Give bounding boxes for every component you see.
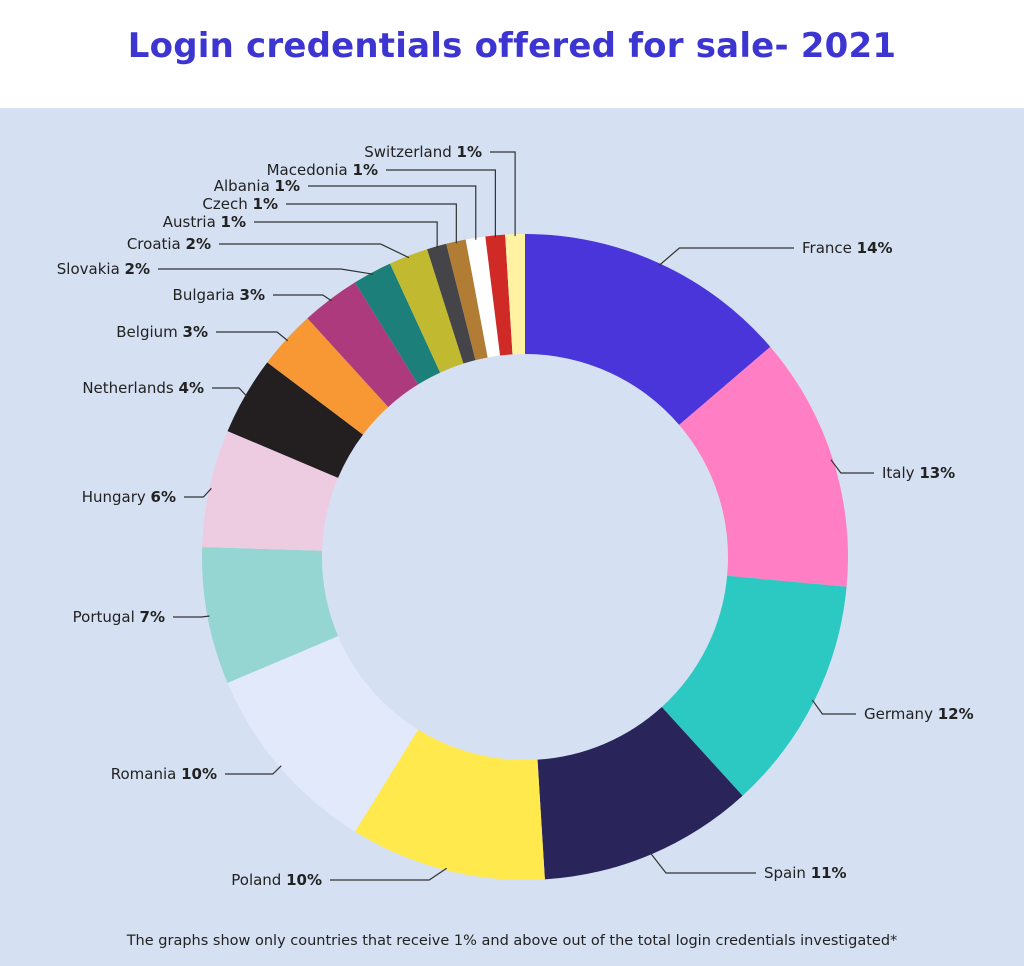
leader-line-slovakia — [158, 268, 374, 275]
slice-label-poland: Poland 10% — [231, 871, 322, 889]
footnote: The graphs show only countries that rece… — [126, 933, 898, 949]
slice-czech — [446, 239, 488, 361]
slice-label-macedonia: Macedonia 1% — [267, 161, 378, 179]
slice-label-romania: Romania 10% — [111, 765, 217, 783]
slice-label-croatia: Croatia 2% — [127, 235, 211, 253]
slice-label-value: 13% — [919, 464, 955, 482]
slice-romania — [227, 636, 419, 832]
leader-line-germany — [811, 699, 856, 715]
leader-line-austria — [254, 221, 438, 249]
slice-label-netherlands: Netherlands 4% — [82, 379, 204, 397]
leader-line-spain — [649, 852, 756, 874]
leader-line-croatia — [219, 243, 410, 259]
slice-label-name: Poland — [231, 871, 286, 889]
slice-label-slovakia: Slovakia 2% — [57, 260, 150, 278]
slice-spain — [537, 707, 743, 880]
slice-label-value: 1% — [275, 177, 300, 195]
slice-slovakia — [354, 263, 441, 385]
slices-group — [202, 234, 848, 880]
leader-line-switzerland — [490, 151, 516, 237]
leader-line-romania — [225, 765, 282, 775]
slice-label-name: Netherlands — [82, 379, 178, 397]
slice-label-name: Macedonia — [267, 161, 353, 179]
slice-label-value: 3% — [240, 286, 265, 304]
slice-label-value: 10% — [286, 871, 322, 889]
slice-label-name: Croatia — [127, 235, 186, 253]
slice-label-name: Slovakia — [57, 260, 125, 278]
slice-poland — [354, 729, 545, 880]
slice-label-switzerland: Switzerland 1% — [364, 143, 482, 161]
slice-label-italy: Italy 13% — [882, 464, 955, 482]
slice-label-spain: Spain 11% — [764, 864, 847, 882]
slice-label-value: 1% — [353, 161, 378, 179]
slice-label-value: 6% — [151, 488, 176, 506]
slice-albania — [465, 236, 501, 358]
leader-line-france — [658, 247, 794, 266]
labels-group: France 14% Italy 13% Germany 12% Spain 11% P… — [57, 143, 974, 889]
slice-label-name: Romania — [111, 765, 181, 783]
slice-label-portugal: Portugal 7% — [73, 608, 165, 626]
slice-label-name: Portugal — [73, 608, 140, 626]
slice-label-name: Italy — [882, 464, 919, 482]
slice-france — [525, 234, 771, 425]
leader-line-hungary — [184, 487, 212, 498]
slice-label-france: France 14% — [802, 239, 893, 257]
leader-line-macedonia — [386, 169, 496, 238]
slice-bulgaria — [307, 282, 419, 407]
slice-label-value: 2% — [125, 260, 150, 278]
slice-label-albania: Albania 1% — [214, 177, 300, 195]
slice-macedonia — [485, 234, 513, 356]
slice-label-value: 1% — [221, 213, 246, 231]
header: Login credentials offered for sale- 2021 — [0, 0, 1024, 108]
leader-line-poland — [330, 867, 448, 881]
slice-label-hungary: Hungary 6% — [82, 488, 176, 506]
leader-line-belgium — [216, 331, 289, 342]
slice-label-value: 3% — [183, 323, 208, 341]
slice-label-belgium: Belgium 3% — [116, 323, 208, 341]
slice-switzerland — [505, 234, 525, 355]
slice-italy — [679, 346, 848, 587]
leader-line-italy — [830, 459, 874, 474]
slice-netherlands — [227, 362, 364, 478]
slice-label-germany: Germany 12% — [864, 705, 974, 723]
slice-label-name: Hungary — [82, 488, 151, 506]
slice-label-name: Belgium — [116, 323, 182, 341]
slice-label-name: Spain — [764, 864, 811, 882]
slice-hungary — [202, 431, 339, 551]
slice-label-name: Bulgaria — [173, 286, 240, 304]
slice-label-name: Czech — [202, 195, 252, 213]
slice-label-value: 14% — [857, 239, 893, 257]
leader-line-netherlands — [212, 387, 248, 397]
slice-label-name: Austria — [163, 213, 221, 231]
leader-line-albania — [308, 185, 477, 240]
slice-austria — [427, 243, 476, 364]
slice-label-value: 4% — [179, 379, 204, 397]
slice-label-name: Albania — [214, 177, 275, 195]
slice-label-value: 10% — [181, 765, 217, 783]
leader-line-bulgaria — [273, 294, 332, 302]
leader-line-portugal — [173, 615, 210, 618]
slice-label-name: Switzerland — [364, 143, 456, 161]
leader-line-czech — [286, 203, 457, 244]
slice-label-value: 11% — [811, 864, 847, 882]
slice-label-austria: Austria 1% — [163, 213, 246, 231]
slice-label-value: 12% — [938, 705, 974, 723]
slice-croatia — [389, 249, 464, 373]
slice-label-value: 2% — [186, 235, 211, 253]
slice-belgium — [267, 318, 389, 435]
slice-germany — [661, 575, 847, 796]
slice-label-name: France — [802, 239, 857, 257]
slice-label-bulgaria: Bulgaria 3% — [173, 286, 265, 304]
slice-label-czech: Czech 1% — [202, 195, 278, 213]
leader-lines-group — [158, 151, 874, 881]
slice-label-value: 1% — [457, 143, 482, 161]
slice-label-value: 1% — [253, 195, 278, 213]
slice-label-name: Germany — [864, 705, 938, 723]
slice-portugal — [202, 547, 339, 683]
slice-label-value: 7% — [140, 608, 165, 626]
chart-title: Login credentials offered for sale- 2021 — [127, 26, 897, 66]
